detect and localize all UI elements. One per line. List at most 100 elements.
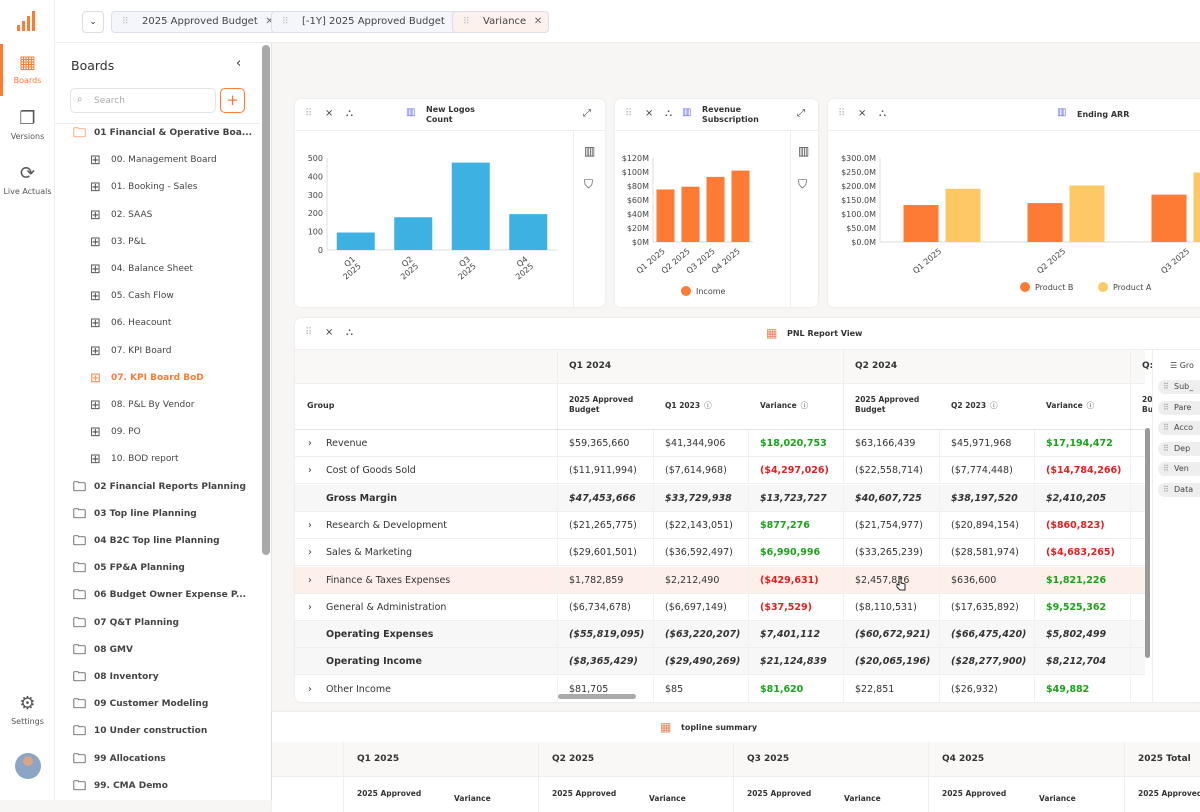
table-cell[interactable]: ($20,894,154) (951, 512, 1019, 539)
table-cell[interactable]: ($29,490,269) (665, 648, 740, 675)
chart-type-icon[interactable]: ▥ (584, 144, 595, 158)
tree-item[interactable]: 🗀04 B2C Top line Planning (55, 528, 260, 555)
table-cell[interactable]: ($14,784,266) (1046, 457, 1121, 484)
tree-item[interactable]: 🗀06 Budget Owner Expense P... (55, 582, 260, 609)
table-cell[interactable]: ($37,529) (760, 594, 812, 621)
table-cell[interactable]: $81,620 (760, 676, 803, 702)
rail-versions[interactable]: ❐Versions (0, 108, 55, 141)
chevron-right-icon[interactable]: › (308, 430, 312, 457)
table-cell[interactable]: ($8,365,429) (569, 648, 638, 675)
table-cell[interactable]: $13,723,727 (760, 485, 827, 512)
table-row[interactable]: ›Cost of Goods Sold($11,911,994)($7,614,… (295, 457, 1145, 484)
table-cell[interactable]: ($21,265,775) (569, 512, 637, 539)
table-row[interactable]: ›Finance & Taxes Expenses$1,782,859$2,21… (295, 567, 1145, 594)
info-icon[interactable]: ⓘ (704, 401, 712, 410)
column-header[interactable]: 2025 Approved (357, 789, 421, 798)
expand-icon[interactable]: ⤢ (797, 108, 805, 119)
table-cell[interactable]: $21,124,839 (760, 648, 827, 675)
table-cell[interactable]: $41,344,906 (665, 430, 725, 457)
chevron-down-icon[interactable]: ⌄ (82, 11, 104, 33)
table-cell[interactable]: $6,990,996 (760, 539, 820, 566)
table-cell[interactable]: $18,020,753 (760, 430, 827, 457)
tree-item[interactable]: 🗀99 Allocations (55, 746, 260, 773)
drag-handle-icon[interactable]: ⠿ (1163, 483, 1169, 497)
tree-item[interactable]: 🗀07 Q&T Planning (55, 610, 260, 637)
table-row[interactable]: ›General & Administration($6,734,678)($6… (295, 594, 1145, 621)
table-cell[interactable]: ($17,635,892) (951, 594, 1019, 621)
field-pill[interactable]: ⠿Sub_ (1158, 380, 1200, 394)
hierarchy-icon[interactable]: ⛬ (346, 108, 353, 119)
chevron-right-icon[interactable]: › (308, 594, 312, 621)
tree-item[interactable]: 🗀10 Under construction (55, 718, 260, 745)
drag-handle-icon[interactable]: ⠿ (1163, 401, 1169, 415)
table-cell[interactable]: ($28,581,974) (951, 539, 1019, 566)
column-header[interactable]: Variance (454, 794, 491, 803)
filter-chip[interactable]: ⠿[-1Y] 2025 Approved Budget✕ (271, 11, 468, 33)
drag-handle-icon[interactable]: ⠿ (305, 327, 312, 338)
tree-item[interactable]: 🗀03 Top line Planning (55, 501, 260, 528)
table-row[interactable]: Gross Margin$47,453,666$33,729,938$13,72… (295, 485, 1145, 512)
table-cell[interactable]: $2,212,490 (665, 567, 719, 594)
drag-handle-icon[interactable]: ⠿ (305, 108, 312, 119)
table-cell[interactable]: $8,212,704 (1046, 648, 1106, 675)
info-icon[interactable]: ⓘ (801, 401, 809, 410)
filter-icon[interactable]: ⛉ (584, 177, 593, 192)
column-header[interactable]: 2025 Approved Budget (855, 395, 935, 415)
tree-item[interactable]: 🗀09 Customer Modeling (55, 691, 260, 718)
tree-item[interactable]: ⊞10. BOD report (55, 446, 260, 473)
tree-item[interactable]: ⊞05. Cash Flow (55, 283, 260, 310)
table-cell[interactable]: ($29,601,501) (569, 539, 637, 566)
tree-item[interactable]: ⊞09. PO (55, 419, 260, 446)
collapse-icon[interactable]: ⨯ (325, 327, 333, 338)
drag-handle-icon[interactable]: ⠿ (838, 108, 845, 119)
drag-handle-icon[interactable]: ⠿ (1163, 462, 1169, 476)
table-cell[interactable]: ($22,143,051) (665, 512, 733, 539)
tree-item[interactable]: 🗀99. CMA Demo (55, 773, 260, 800)
rail-settings[interactable]: ⚙Settings (0, 693, 55, 726)
hierarchy-icon[interactable]: ⛬ (346, 327, 353, 338)
table-cell[interactable]: $9,525,362 (1046, 594, 1106, 621)
table-cell[interactable]: $85 (665, 676, 683, 702)
tree-item[interactable]: 🗀08 GMV (55, 637, 260, 664)
chevron-right-icon[interactable]: › (308, 539, 312, 566)
table-row[interactable]: Operating Income($8,365,429)($29,490,269… (295, 648, 1145, 675)
drag-handle-icon[interactable]: ⠿ (625, 108, 632, 119)
table-cell[interactable]: ($7,614,968) (665, 457, 727, 484)
column-header[interactable]: Variance (844, 794, 881, 803)
tree-item[interactable]: ⊞01. Booking - Sales (55, 174, 260, 201)
table-cell[interactable]: $2,410,205 (1046, 485, 1106, 512)
table-cell[interactable]: ($4,683,265) (1046, 539, 1115, 566)
table-row[interactable]: ›Other Income$81,705$85$81,620$22,851($2… (295, 676, 1145, 702)
table-cell[interactable]: ($20,065,196) (855, 648, 930, 675)
chevron-right-icon[interactable]: › (308, 567, 312, 594)
avatar[interactable] (15, 753, 41, 779)
expand-icon[interactable]: ⤢ (583, 108, 591, 119)
tree-item[interactable]: ⊞03. P&L (55, 229, 260, 256)
table-cell[interactable]: $38,197,520 (951, 485, 1018, 512)
hierarchy-icon[interactable]: ⛬ (665, 108, 672, 119)
column-header[interactable]: 2025 Approved Budget (569, 395, 649, 415)
tree-item[interactable]: ⊞07. KPI Board BoD (55, 365, 260, 392)
table-cell[interactable]: ($4,297,026) (760, 457, 829, 484)
drag-handle-icon[interactable]: ⠿ (1163, 442, 1169, 456)
table-cell[interactable]: $1,821,226 (1046, 567, 1106, 594)
table-cell[interactable]: ($6,697,149) (665, 594, 727, 621)
info-icon[interactable]: ⓘ (1087, 401, 1095, 410)
table-cell[interactable]: $45,971,968 (951, 430, 1011, 457)
table-row[interactable]: ›Research & Development($21,265,775)($22… (295, 512, 1145, 539)
table-cell[interactable]: ($26,932) (951, 676, 998, 702)
tree-item[interactable]: ⊞00. Management Board (55, 147, 260, 174)
table-cell[interactable]: $47,453,666 (569, 485, 636, 512)
table-row[interactable]: Operating Expenses($55,819,095)($63,220,… (295, 621, 1145, 648)
column-header[interactable]: 2025 Approved (1138, 789, 1200, 798)
column-header[interactable]: 2025 Approved (747, 789, 811, 798)
table-cell[interactable]: $5,802,499 (1046, 621, 1106, 648)
chevron-right-icon[interactable]: › (308, 512, 312, 539)
table-cell[interactable]: ($22,558,714) (855, 457, 923, 484)
drag-handle-icon[interactable]: ⠿ (122, 12, 129, 32)
column-header[interactable]: Variance (1039, 794, 1076, 803)
tree-item[interactable]: 🗀01 Financial & Operative Boa... (55, 120, 260, 147)
chart-type-icon[interactable]: ▥ (798, 144, 809, 158)
table-cell[interactable]: $877,276 (760, 512, 810, 539)
